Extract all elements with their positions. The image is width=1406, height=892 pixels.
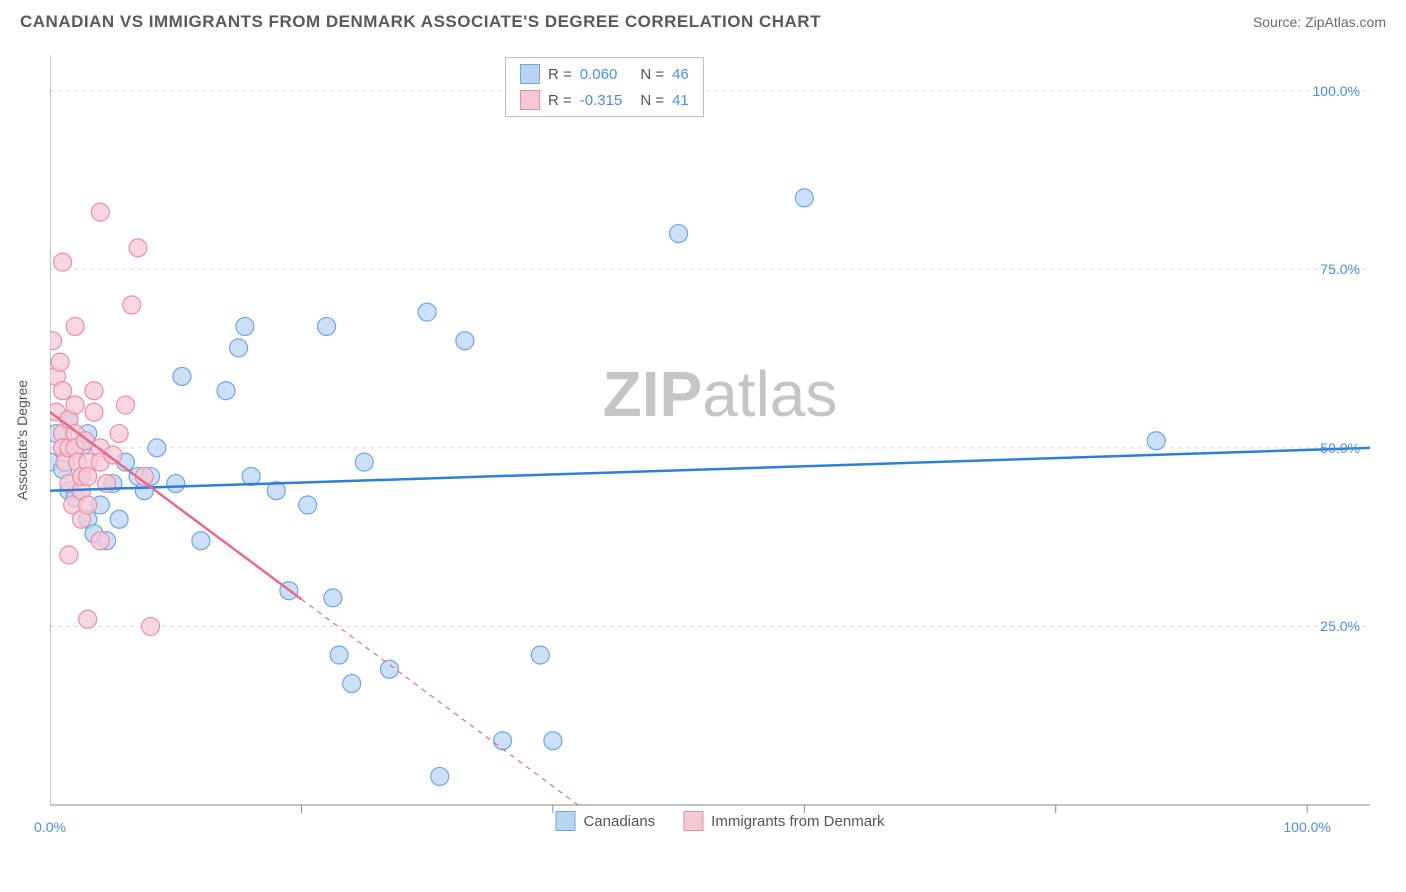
- r-label: R =: [548, 92, 572, 109]
- legend-item: Immigrants from Denmark: [683, 811, 884, 831]
- legend-label: Canadians: [583, 813, 655, 830]
- data-point: [129, 239, 147, 257]
- source-label: Source: ZipAtlas.com: [1253, 14, 1386, 30]
- data-point: [79, 467, 97, 485]
- stats-box: R = 0.060 N = 46 R = -0.315 N = 41: [505, 57, 704, 117]
- data-point: [318, 317, 336, 335]
- data-point: [85, 403, 103, 421]
- data-point: [54, 253, 72, 271]
- data-point: [54, 382, 72, 400]
- data-point: [123, 296, 141, 314]
- scatter-plot: [50, 55, 1390, 825]
- data-point: [85, 382, 103, 400]
- data-point: [324, 589, 342, 607]
- data-point: [50, 332, 62, 350]
- data-point: [66, 396, 84, 414]
- legend-label: Immigrants from Denmark: [711, 813, 884, 830]
- data-point: [110, 425, 128, 443]
- data-point: [60, 546, 78, 564]
- series-swatch: [520, 90, 540, 110]
- data-point: [91, 532, 109, 550]
- data-point: [192, 532, 210, 550]
- y-axis-label: Associate's Degree: [14, 380, 30, 500]
- data-point: [110, 510, 128, 528]
- header: CANADIAN VS IMMIGRANTS FROM DENMARK ASSO…: [0, 0, 1406, 40]
- y-tick-label: 100.0%: [1313, 83, 1360, 99]
- data-point: [544, 732, 562, 750]
- n-label: N =: [640, 66, 664, 83]
- series-swatch: [520, 64, 540, 84]
- x-tick-label: 100.0%: [1283, 819, 1330, 835]
- data-point: [795, 189, 813, 207]
- data-point: [236, 317, 254, 335]
- data-point: [494, 732, 512, 750]
- data-point: [343, 675, 361, 693]
- data-point: [142, 617, 160, 635]
- data-point: [299, 496, 317, 514]
- data-point: [531, 646, 549, 664]
- data-point: [79, 610, 97, 628]
- legend-swatch: [683, 811, 703, 831]
- data-point: [418, 303, 436, 321]
- y-tick-label: 50.0%: [1320, 440, 1360, 456]
- n-label: N =: [640, 92, 664, 109]
- data-point: [230, 339, 248, 357]
- data-point: [1147, 432, 1165, 450]
- data-point: [330, 646, 348, 664]
- data-point: [116, 396, 134, 414]
- r-value: 0.060: [580, 66, 623, 83]
- y-tick-label: 75.0%: [1320, 261, 1360, 277]
- data-point: [456, 332, 474, 350]
- x-tick-label: 0.0%: [34, 819, 66, 835]
- r-value: -0.315: [580, 92, 623, 109]
- data-point: [173, 367, 191, 385]
- data-point: [380, 660, 398, 678]
- data-point: [167, 475, 185, 493]
- data-point: [91, 203, 109, 221]
- legend-item: Canadians: [555, 811, 655, 831]
- data-point: [670, 225, 688, 243]
- data-point: [51, 353, 69, 371]
- data-point: [431, 767, 449, 785]
- data-point: [355, 453, 373, 471]
- chart-area: Associate's Degree ZIPatlas R =0.060N =4…: [50, 55, 1390, 825]
- data-point: [66, 317, 84, 335]
- n-value: 46: [672, 66, 689, 83]
- n-value: 41: [672, 92, 689, 109]
- data-point: [217, 382, 235, 400]
- legend-swatch: [555, 811, 575, 831]
- y-tick-label: 25.0%: [1320, 618, 1360, 634]
- data-point: [79, 496, 97, 514]
- chart-title: CANADIAN VS IMMIGRANTS FROM DENMARK ASSO…: [20, 12, 821, 32]
- bottom-legend: Canadians Immigrants from Denmark: [555, 815, 884, 827]
- data-point: [148, 439, 166, 457]
- r-label: R =: [548, 66, 572, 83]
